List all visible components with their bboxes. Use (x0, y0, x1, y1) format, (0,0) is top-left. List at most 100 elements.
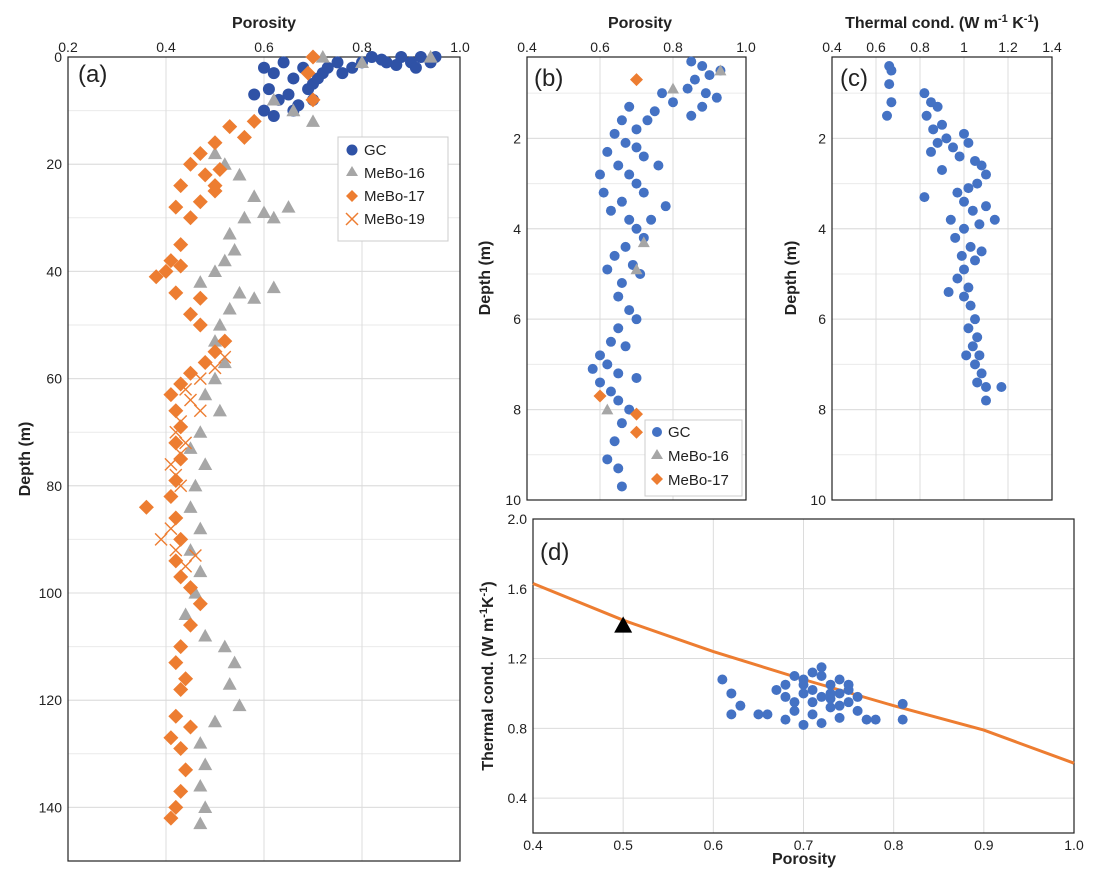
point-mebo-16 (232, 285, 247, 299)
panel-a-points (138, 49, 442, 830)
point-mebo-16 (198, 387, 213, 401)
point-gc (996, 381, 1007, 392)
point-mebo-17 (212, 162, 228, 178)
point-gc (609, 128, 620, 139)
point-mebo-17 (207, 178, 223, 194)
point-gc (262, 83, 275, 96)
point-gc (602, 264, 613, 275)
x-tick-label: 0.6 (590, 39, 610, 55)
panel-b-points (587, 56, 727, 492)
point-gc (248, 88, 261, 101)
point-mebo-16 (306, 114, 320, 127)
point-mebo-17 (163, 489, 179, 505)
point-gc (974, 350, 985, 361)
point-gc (789, 697, 800, 708)
point-gc (843, 697, 854, 708)
panel-d-points (614, 616, 908, 730)
point-mebo-16 (193, 564, 208, 578)
x-tick-label: 0.6 (254, 39, 274, 55)
point-gc (825, 693, 836, 704)
point-gc (989, 214, 1000, 225)
point-mebo-17 (168, 553, 184, 569)
point-gc (952, 273, 963, 284)
point-mebo-16 (188, 478, 203, 492)
point-gc (682, 83, 693, 94)
panel-a-legend: GC MeBo-16 MeBo-17 MeBo-19 (337, 136, 449, 242)
point-gc (631, 223, 642, 234)
point-gc (336, 67, 349, 80)
point-mebo-17 (148, 269, 164, 285)
point-gc (613, 160, 624, 171)
y-tick-label: 10 (810, 492, 826, 508)
point-gc (414, 51, 427, 63)
y-tick-label: 1.6 (508, 581, 528, 597)
point-mebo-17 (183, 617, 198, 633)
point-mebo-17 (168, 285, 184, 301)
point-gc (346, 61, 359, 74)
point-mebo-17 (246, 113, 262, 129)
point-gc (937, 165, 947, 176)
point-mebo-17 (163, 730, 179, 746)
point-gc (620, 341, 631, 352)
point-gc (258, 61, 270, 74)
point-mebo-16 (667, 82, 679, 94)
point-gc (616, 278, 627, 289)
point-mebo-17 (173, 237, 189, 253)
y-tick-label: 80 (46, 478, 62, 494)
point-gc (602, 454, 613, 465)
point-gc (631, 314, 642, 325)
point-mebo-19 (174, 414, 188, 428)
point-mebo-16 (257, 205, 271, 219)
point-mebo-16 (178, 607, 193, 621)
point-gc (816, 718, 827, 729)
point-mebo-16 (183, 543, 198, 556)
x-tick-label: 0.4 (523, 837, 543, 853)
point-gc (981, 381, 991, 392)
y-tick-label: 0.4 (508, 790, 528, 806)
point-gc (613, 323, 624, 334)
legend-b-gc: GC (668, 424, 691, 441)
point-gc (668, 97, 678, 108)
point-gc (807, 697, 818, 708)
point-gc (620, 241, 631, 252)
point-mebo-16 (630, 263, 643, 275)
x-tick-label: 0.4 (517, 39, 537, 55)
point-gc (943, 287, 954, 298)
x-tick-label: 1.0 (1064, 837, 1084, 853)
point-gc (972, 178, 983, 189)
point-gc (726, 688, 737, 699)
point-gc (726, 709, 737, 720)
y-tick-label: 60 (46, 371, 62, 387)
point-mebo-17 (168, 655, 184, 671)
point-mebo-17 (305, 92, 321, 108)
point-gc (616, 418, 627, 429)
point-gc (771, 684, 782, 695)
point-gc (686, 56, 697, 67)
point-gc (390, 59, 403, 72)
legend-a-mebo16: MeBo-16 (364, 165, 425, 182)
point-mebo-17 (163, 810, 179, 826)
point-mebo-16 (183, 500, 198, 513)
point-gc (602, 146, 613, 157)
point-gc (616, 196, 627, 207)
x-tick-label: 1.4 (1042, 39, 1062, 55)
point-mebo-16 (193, 816, 208, 830)
point-gc (884, 79, 895, 90)
panel-d-xlabel: Porosity (772, 851, 836, 868)
point-gc (954, 151, 965, 162)
point-gc (937, 119, 947, 130)
panel-c-ylabel: Depth (m) (783, 241, 800, 316)
legend-a-mebo19: MeBo-19 (364, 211, 425, 228)
point-gc (686, 110, 697, 121)
panel-a-xlabel: Porosity (232, 15, 296, 32)
point-mebo-16 (423, 50, 438, 63)
point-gc (605, 205, 616, 216)
y-tick-label: 0 (54, 49, 62, 65)
point-mebo-17 (207, 344, 223, 360)
point-mebo-16 (714, 64, 727, 76)
point-mebo-16 (266, 92, 281, 106)
x-tick-label: 0.7 (794, 837, 814, 853)
point-gc (631, 372, 642, 383)
y-tick-label: 100 (39, 585, 63, 601)
